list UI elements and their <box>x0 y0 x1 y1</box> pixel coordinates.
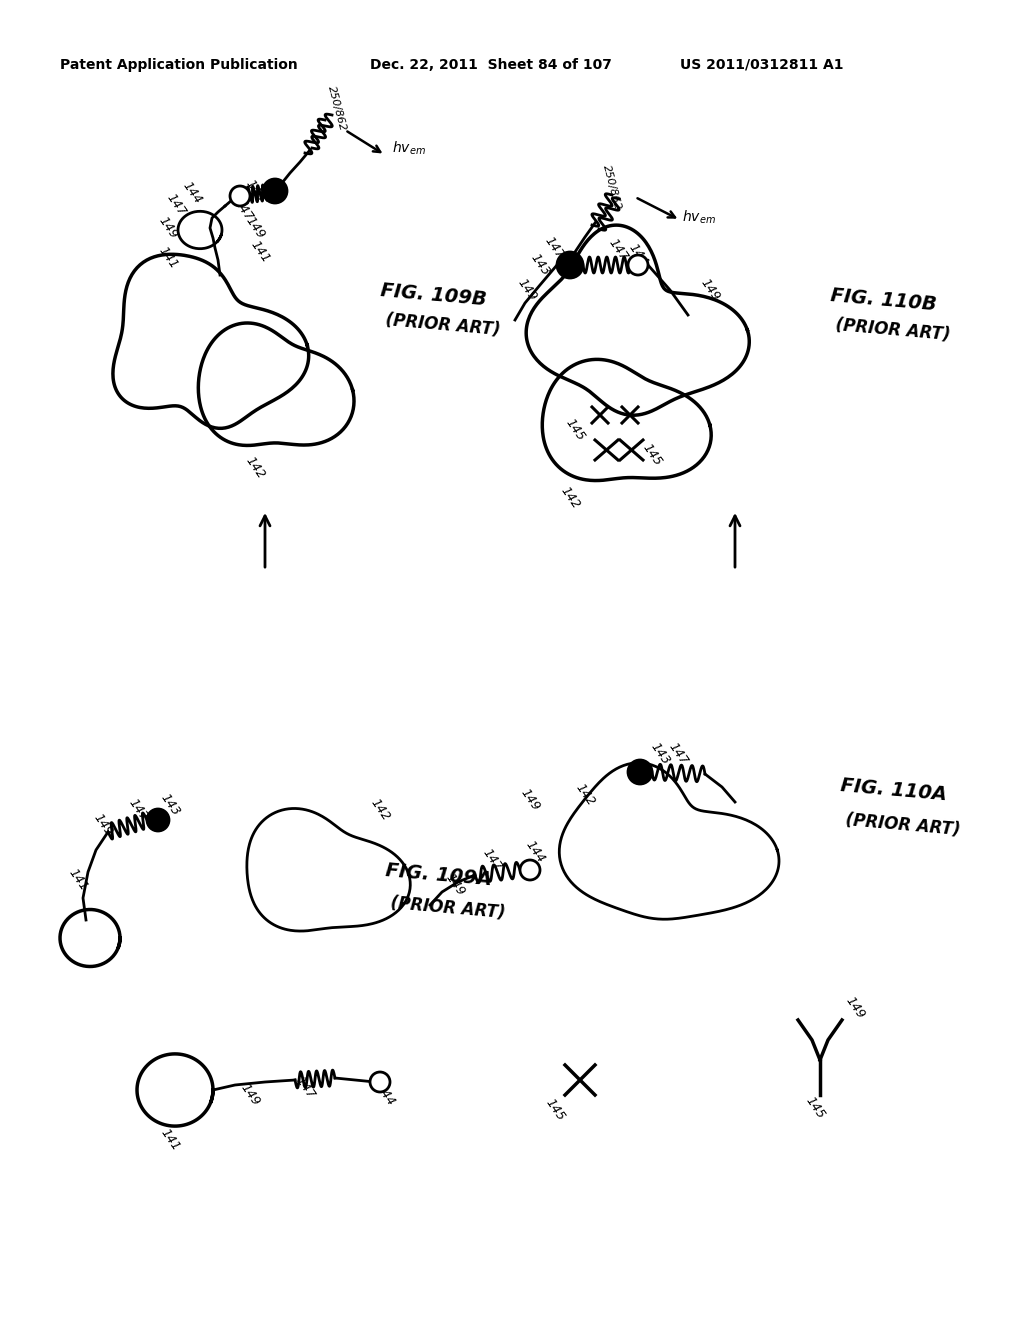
Text: 141: 141 <box>156 244 180 272</box>
Text: 149: 149 <box>91 812 116 838</box>
Text: 145: 145 <box>543 1097 567 1123</box>
Text: (PRIOR ART): (PRIOR ART) <box>390 894 506 921</box>
Text: 149: 149 <box>518 787 542 813</box>
Text: 147: 147 <box>164 191 188 219</box>
Text: 142: 142 <box>243 454 267 482</box>
Text: FIG. 110B: FIG. 110B <box>830 286 938 314</box>
Text: 143: 143 <box>158 792 182 818</box>
Circle shape <box>263 180 287 203</box>
Text: 147: 147 <box>542 235 566 261</box>
Text: 145: 145 <box>640 441 665 469</box>
Text: FIG. 109A: FIG. 109A <box>385 861 493 890</box>
Text: (PRIOR ART): (PRIOR ART) <box>835 315 951 345</box>
Text: 149: 149 <box>515 276 540 304</box>
Text: 144: 144 <box>180 180 204 206</box>
Text: 144: 144 <box>626 242 650 268</box>
Text: 147: 147 <box>230 197 255 223</box>
Circle shape <box>628 255 648 275</box>
Text: 143: 143 <box>648 741 672 767</box>
Text: (PRIOR ART): (PRIOR ART) <box>385 312 502 339</box>
Circle shape <box>628 760 652 784</box>
Text: 143: 143 <box>243 177 267 205</box>
Text: 141: 141 <box>248 239 272 265</box>
Text: 149: 149 <box>156 214 180 242</box>
Text: 147: 147 <box>666 741 690 767</box>
Text: 145: 145 <box>563 416 587 444</box>
Text: 147: 147 <box>293 1074 317 1102</box>
Text: 149: 149 <box>843 994 867 1022</box>
Text: 149: 149 <box>238 1081 262 1109</box>
Circle shape <box>520 861 540 880</box>
Text: 147: 147 <box>126 796 151 824</box>
Text: 250/862: 250/862 <box>327 84 348 132</box>
Text: 141: 141 <box>158 1126 182 1154</box>
Text: 147: 147 <box>606 236 630 264</box>
Text: US 2011/0312811 A1: US 2011/0312811 A1 <box>680 58 844 73</box>
Text: (PRIOR ART): (PRIOR ART) <box>845 810 962 840</box>
Text: 149: 149 <box>442 871 467 899</box>
Text: FIG. 109B: FIG. 109B <box>380 281 487 309</box>
Circle shape <box>370 1072 390 1092</box>
Text: 142: 142 <box>572 781 597 809</box>
Text: Patent Application Publication: Patent Application Publication <box>60 58 298 73</box>
Circle shape <box>147 809 169 832</box>
Text: 142: 142 <box>558 484 583 512</box>
Text: hv$_{em}$: hv$_{em}$ <box>392 140 426 157</box>
Text: Dec. 22, 2011  Sheet 84 of 107: Dec. 22, 2011 Sheet 84 of 107 <box>370 58 612 73</box>
Text: 144: 144 <box>523 838 547 866</box>
Text: 141: 141 <box>66 866 90 894</box>
Text: hv$_{em}$: hv$_{em}$ <box>682 209 716 226</box>
Text: 149: 149 <box>697 276 722 304</box>
Text: 145: 145 <box>803 1094 827 1122</box>
Text: 143: 143 <box>527 251 552 279</box>
Circle shape <box>557 252 583 279</box>
Text: 142: 142 <box>368 796 392 824</box>
Text: 149: 149 <box>243 214 267 242</box>
Text: 250/862: 250/862 <box>601 164 623 211</box>
Circle shape <box>230 186 250 206</box>
Text: 147: 147 <box>480 846 504 874</box>
Text: FIG. 110A: FIG. 110A <box>840 776 948 804</box>
Text: 144: 144 <box>373 1081 397 1109</box>
